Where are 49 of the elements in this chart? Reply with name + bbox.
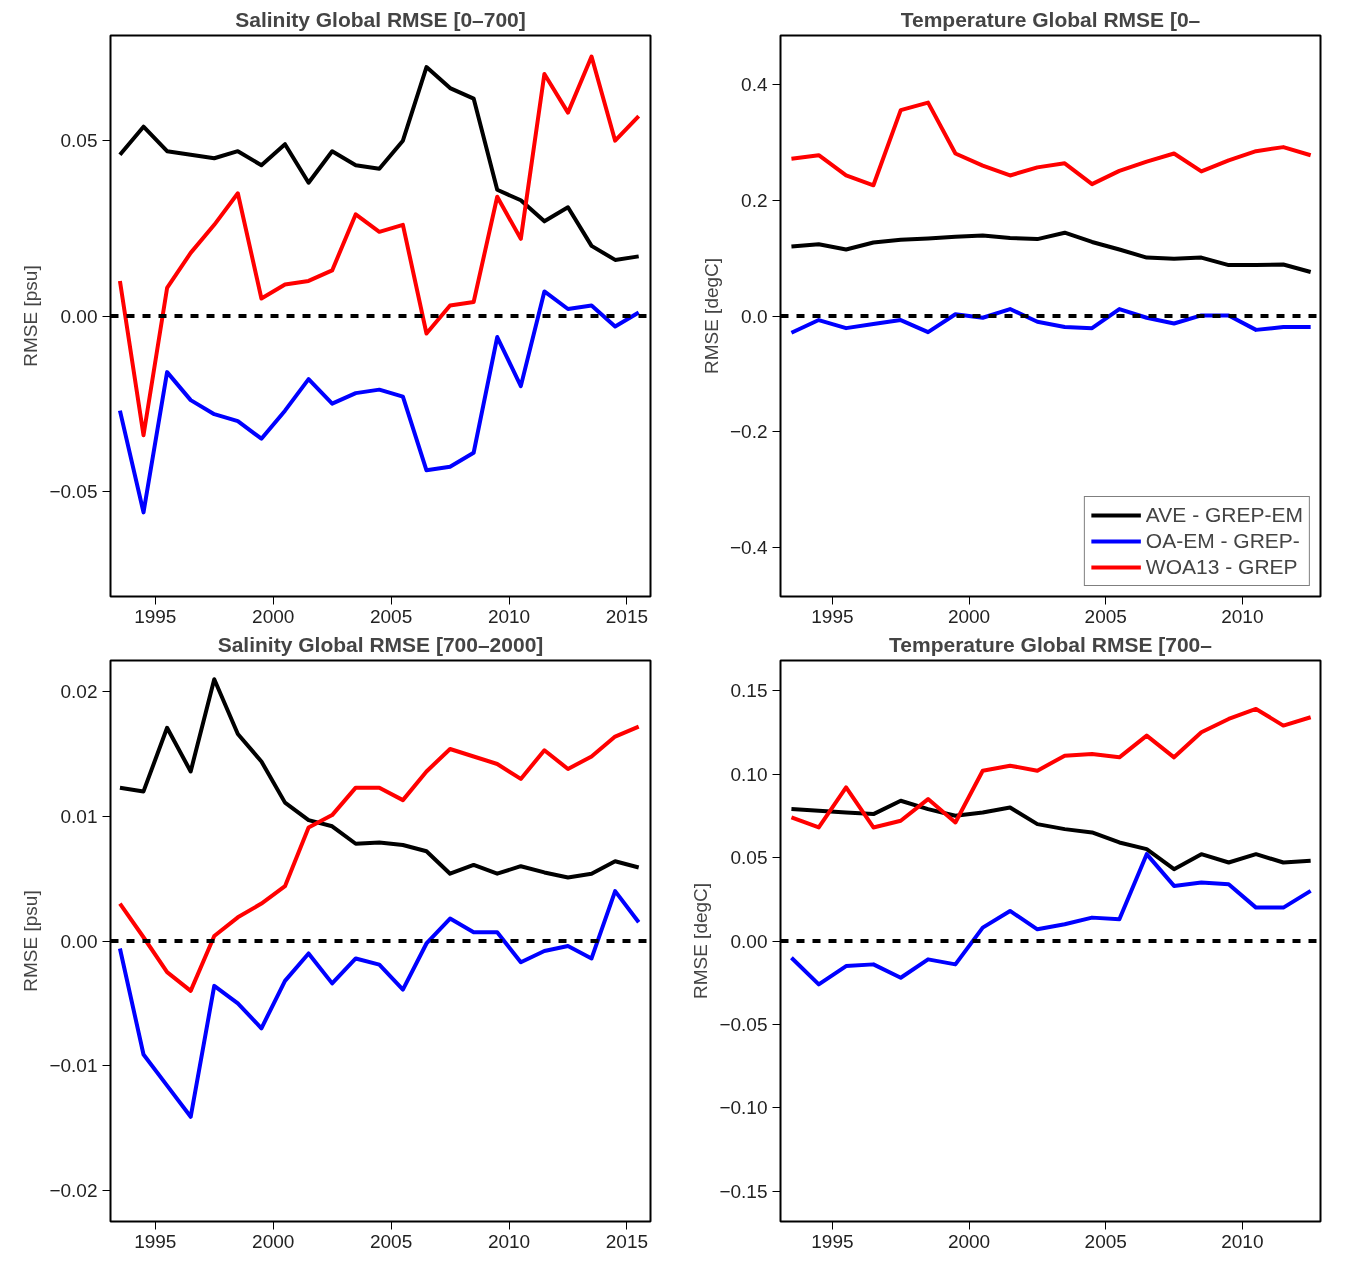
y-tick-label: −0.10	[719, 1097, 768, 1119]
x-tick-label: 2005	[369, 1230, 413, 1252]
y-tick-label: −0.02	[49, 1179, 98, 1201]
x-tick-label: 2010	[487, 605, 531, 627]
y-tick-label: 0.00	[730, 930, 768, 952]
x-tick-label: 2000	[252, 1230, 295, 1252]
x-tick-label: 1995	[134, 605, 177, 627]
y-tick-label: −0.05	[719, 1013, 768, 1035]
y-tick-label: −0.2	[729, 421, 768, 443]
y-tick-label: 0.01	[60, 805, 98, 827]
y-tick-label: −0.15	[719, 1180, 768, 1202]
chart-title: Temperature Global RMSE [0–	[900, 7, 1201, 31]
x-tick-label: 2010	[1221, 605, 1264, 627]
y-tick-label: 0.4	[741, 74, 768, 96]
y-tick-label: 0.0	[741, 305, 768, 327]
chart-title: Salinity Global RMSE [700–2000]	[217, 632, 544, 656]
chart-title: Temperature Global RMSE [700–	[889, 632, 1213, 656]
y-axis-title: RMSE [degC]	[700, 257, 722, 375]
y-tick-label: −0.4	[729, 536, 768, 558]
chart-title: Salinity Global RMSE [0–700]	[235, 7, 526, 31]
y-axis-title: RMSE [psu]	[20, 265, 42, 367]
y-tick-label: 0.2	[741, 189, 768, 211]
x-tick-label: 2015	[605, 1230, 649, 1252]
legend-label: OA-EM - GREP-	[1145, 529, 1300, 553]
x-tick-label: 1995	[811, 1230, 854, 1252]
x-tick-label: 1995	[811, 605, 854, 627]
x-tick-label: 2005	[1084, 605, 1127, 627]
legend-label: WOA13 - GREP	[1145, 555, 1298, 579]
x-tick-label: 2015	[605, 605, 649, 627]
x-tick-label: 2000	[252, 605, 295, 627]
y-tick-label: −0.05	[49, 480, 98, 502]
x-tick-label: 2010	[487, 1230, 531, 1252]
y-tick-label: −0.01	[49, 1055, 98, 1077]
y-tick-label: 0.10	[730, 763, 768, 785]
x-tick-label: 2010	[1221, 1230, 1264, 1252]
legend-label: AVE - GREP-EM	[1145, 503, 1303, 527]
y-tick-label: 0.05	[730, 847, 768, 869]
y-axis-title: RMSE [degC]	[690, 882, 712, 1000]
x-tick-label: 2000	[947, 605, 991, 627]
y-axis-title: RMSE [psu]	[20, 890, 42, 992]
x-tick-label: 2005	[1084, 1230, 1127, 1252]
y-tick-label: 0.15	[730, 680, 768, 702]
x-tick-label: 2005	[369, 605, 413, 627]
x-tick-label: 1995	[134, 1230, 177, 1252]
y-tick-label: 0.00	[60, 305, 98, 327]
y-tick-label: 0.02	[60, 681, 98, 703]
x-tick-label: 2000	[947, 1230, 991, 1252]
y-tick-label: 0.05	[60, 130, 98, 152]
y-tick-label: 0.00	[60, 930, 98, 952]
